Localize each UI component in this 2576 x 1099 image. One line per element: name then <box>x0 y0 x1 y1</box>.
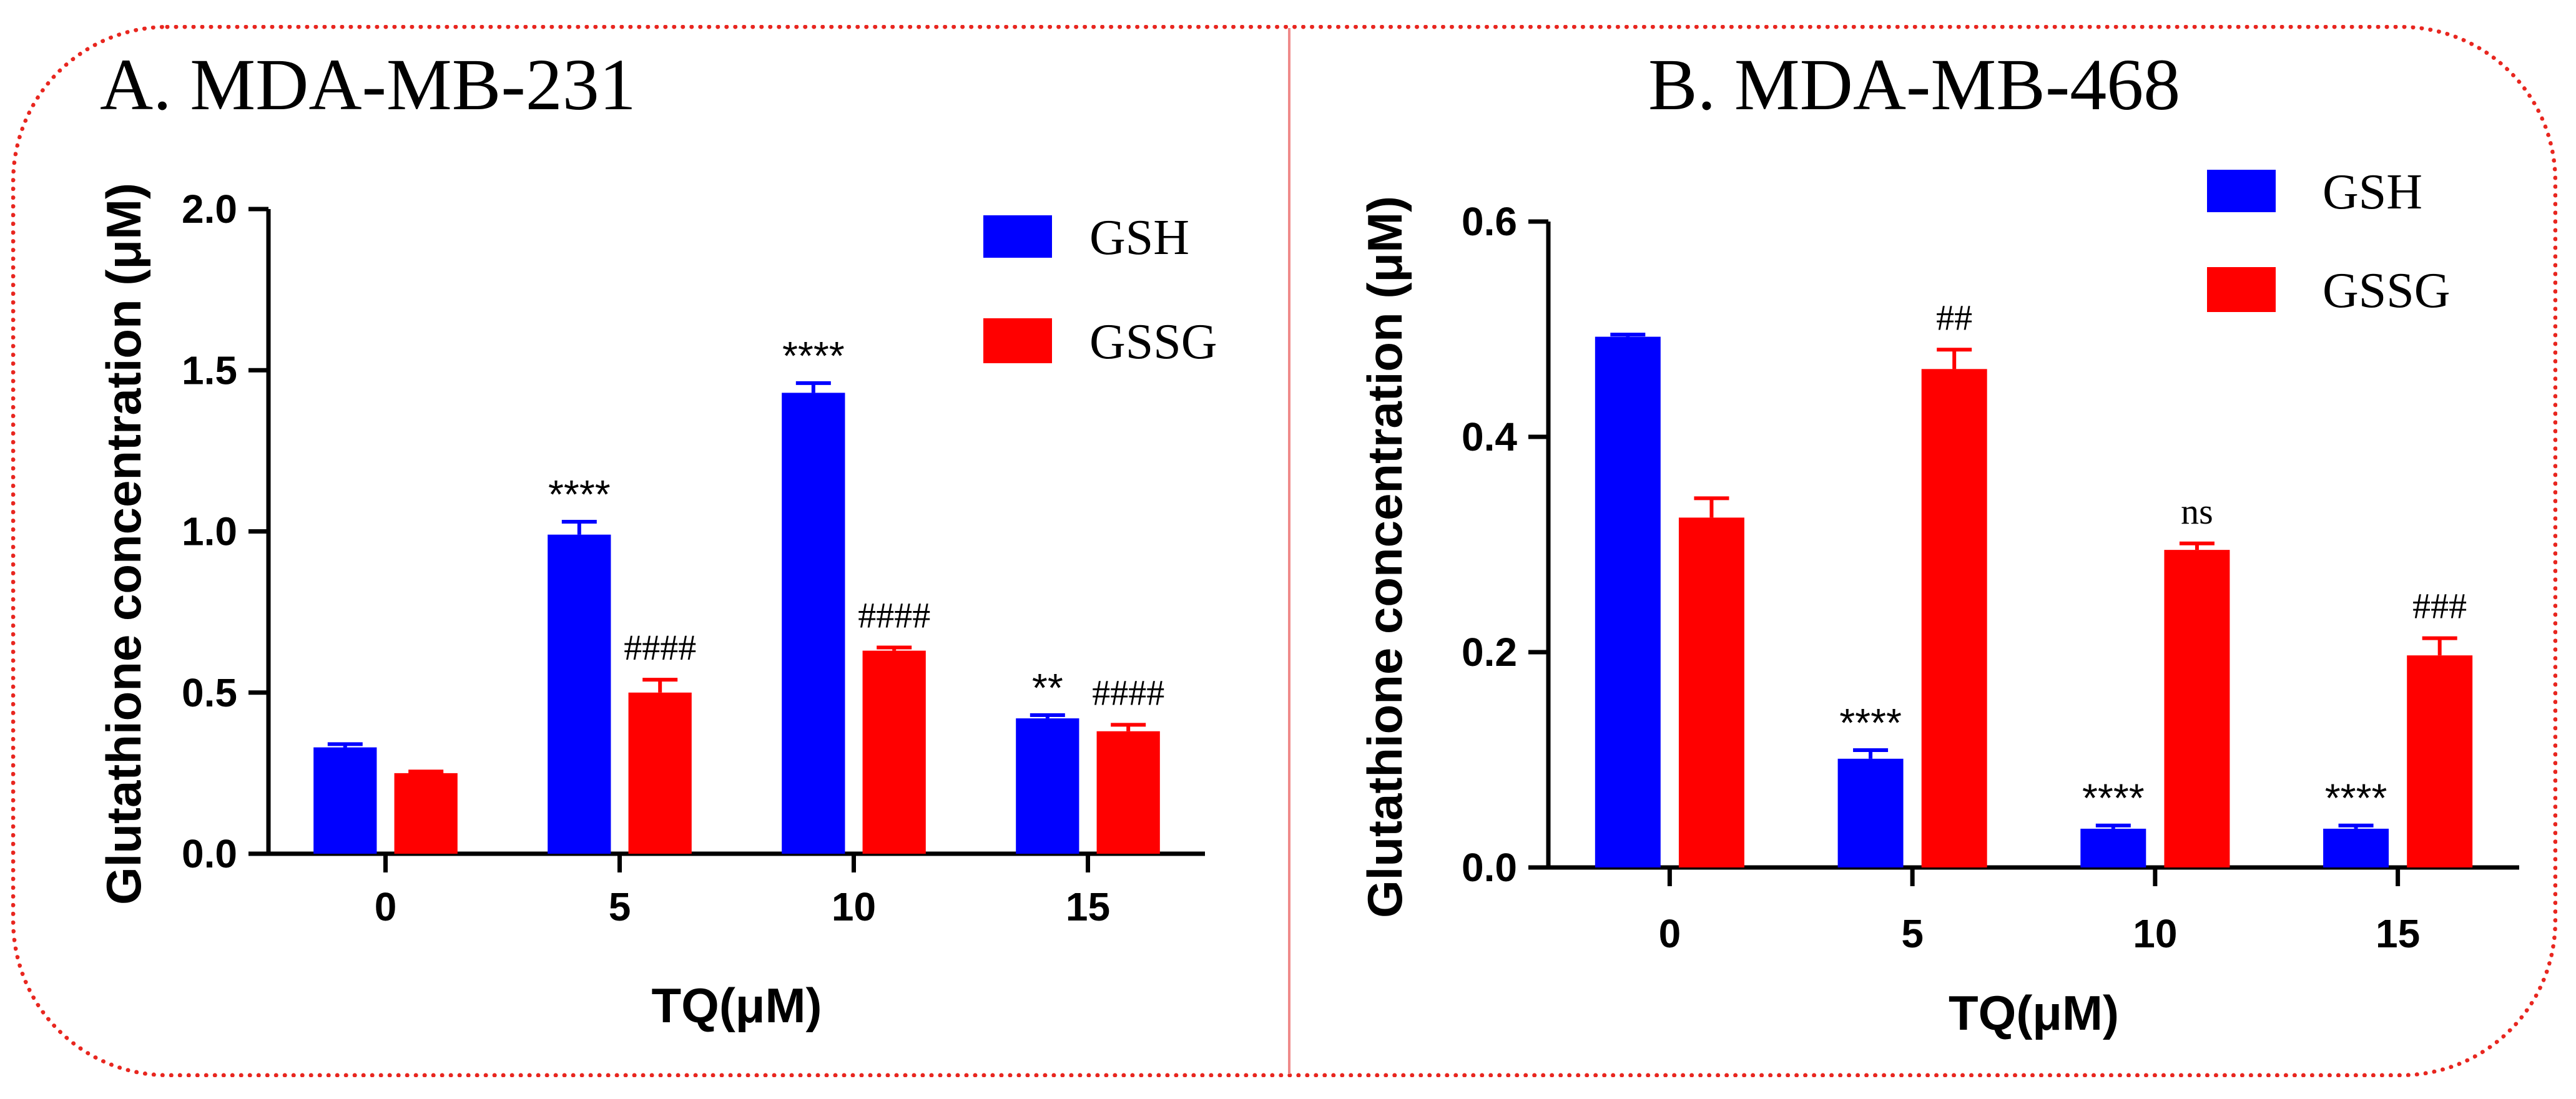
x-axis-title: TQ(μM) <box>1949 985 2119 1040</box>
significance-label: #### <box>1092 672 1164 713</box>
legend-label-gsh: GSH <box>2323 165 2422 220</box>
chart-title: B. MDA-MB-468 <box>1648 44 2180 125</box>
x-tick-label: 10 <box>832 884 876 929</box>
significance-label: ## <box>1936 297 1972 338</box>
legend-swatch-gssg <box>983 318 1052 363</box>
x-tick-label: 5 <box>609 884 631 929</box>
bar-gssg <box>1678 517 1744 867</box>
bar-gsh <box>1595 336 1661 867</box>
bar-gssg <box>628 692 692 854</box>
significance-label: ns <box>2181 491 2213 532</box>
y-tick-label: 0.4 <box>1462 414 1517 459</box>
bar-gssg <box>2164 550 2230 867</box>
significance-label: #### <box>624 627 696 668</box>
x-tick-label: 0 <box>1659 911 1681 956</box>
x-tick-label: 15 <box>1066 884 1110 929</box>
significance-label: ** <box>1032 665 1063 710</box>
significance-label: ### <box>2412 586 2467 627</box>
x-tick-label: 5 <box>1901 911 1924 956</box>
significance-label: **** <box>2325 776 2387 821</box>
legend-label-gssg: GSSG <box>2323 263 2451 318</box>
panel-b-chart: B. MDA-MB-468 0.0 0.2 0.4 0.6 Glutathione con… <box>1357 44 2519 1040</box>
bar-gsh <box>1837 758 1904 867</box>
significance-label: **** <box>2082 776 2145 821</box>
y-tick-label: 1.0 <box>182 509 237 554</box>
y-tick-label: 2.0 <box>182 187 237 232</box>
y-tick-label: 1.5 <box>182 348 237 393</box>
bar-gssg <box>394 773 458 854</box>
bar-gssg <box>862 650 926 854</box>
chart-title: A. MDA-MB-231 <box>100 44 636 125</box>
x-axis-title: TQ(μM) <box>652 978 822 1033</box>
bar-gsh <box>1016 718 1079 854</box>
bar-gsh <box>548 534 611 854</box>
bar-gsh <box>2323 828 2389 867</box>
bar-gssg <box>2407 655 2473 867</box>
y-tick-label: 0.6 <box>1462 199 1517 244</box>
x-tick-label: 10 <box>2133 911 2177 956</box>
legend-swatch-gsh <box>983 215 1052 258</box>
legend-label-gsh: GSH <box>1089 210 1189 265</box>
y-axis-title: Glutathione concentration (μM) <box>96 183 151 905</box>
y-tick-label: 0.5 <box>182 670 237 715</box>
legend-label-gssg: GSSG <box>1089 315 1217 369</box>
legend-swatch-gssg <box>2207 267 2276 312</box>
y-tick-label: 0.0 <box>1462 845 1517 890</box>
bar-gssg <box>1921 369 1987 867</box>
bar-gssg <box>1096 731 1160 854</box>
x-tick-label: 15 <box>2376 911 2420 956</box>
panel-divider <box>1288 28 1290 1074</box>
legend-swatch-gsh <box>2207 170 2276 212</box>
significance-label: **** <box>548 472 611 517</box>
x-tick-label: 0 <box>375 884 397 929</box>
bar-gsh <box>2080 828 2146 867</box>
bar-gsh <box>313 747 377 854</box>
significance-label: **** <box>1839 700 1902 745</box>
y-tick-label: 0.0 <box>182 831 237 876</box>
significance-label: #### <box>858 595 930 635</box>
y-tick-label: 0.2 <box>1462 630 1517 675</box>
bar-gsh <box>782 393 845 854</box>
figure-frame <box>11 25 2557 1077</box>
significance-label: **** <box>782 333 845 378</box>
y-axis-title: Glutathione concentration (μM) <box>1357 196 1412 918</box>
panel-a-chart: A. MDA-MB-231 0.0 0.5 1.0 1.5 2.0 Glutathione … <box>96 44 1217 1033</box>
